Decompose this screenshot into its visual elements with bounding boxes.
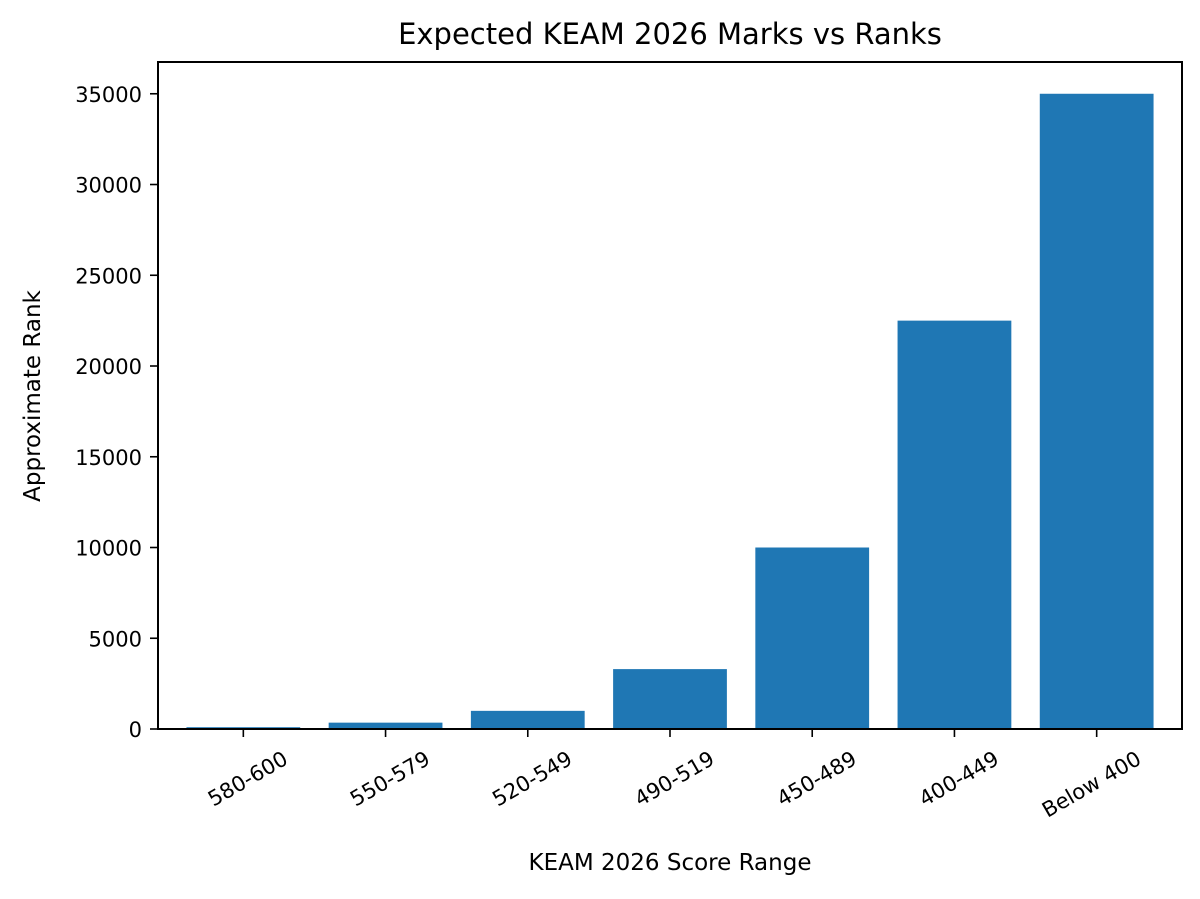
y-axis-label: Approximate Rank <box>20 289 46 501</box>
bar-below-400 <box>1039 93 1154 729</box>
y-tick-label: 30000 <box>75 174 142 198</box>
y-tick-label: 10000 <box>75 537 142 561</box>
x-tick-label: 580-600 <box>204 747 292 812</box>
x-tick-label: 400-449 <box>915 747 1003 812</box>
x-tick-label: 490-519 <box>631 747 719 812</box>
y-tick-label: 20000 <box>75 355 142 379</box>
bar-490-519 <box>613 669 727 729</box>
bar-450-489 <box>755 547 870 729</box>
bar-550-579 <box>328 722 443 729</box>
y-axis-ticks: 0 5000 10000 15000 20000 25000 30000 35000 <box>75 83 158 742</box>
x-axis-label: KEAM 2026 Score Range <box>529 850 812 876</box>
x-axis-ticks: 580-600 550-579 520-549 490-519 450-489 400-4… <box>204 729 1145 822</box>
bar-520-549 <box>470 710 585 729</box>
chart-title: Expected KEAM 2026 Marks vs Ranks <box>398 17 942 51</box>
x-tick-label: 520-549 <box>488 747 576 812</box>
y-tick-label: 0 <box>129 718 142 742</box>
x-tick-label: Below 400 <box>1038 747 1145 823</box>
y-tick-label: 25000 <box>75 264 142 288</box>
plot-area-frame <box>157 61 1183 730</box>
x-tick-label: 550-579 <box>346 747 434 812</box>
y-tick-label: 5000 <box>89 627 142 651</box>
y-tick-label: 15000 <box>75 446 142 470</box>
bars-group <box>186 93 1154 729</box>
x-tick-label: 450-489 <box>773 747 861 812</box>
y-tick-label: 35000 <box>75 83 142 107</box>
bar-400-449 <box>897 320 1012 729</box>
